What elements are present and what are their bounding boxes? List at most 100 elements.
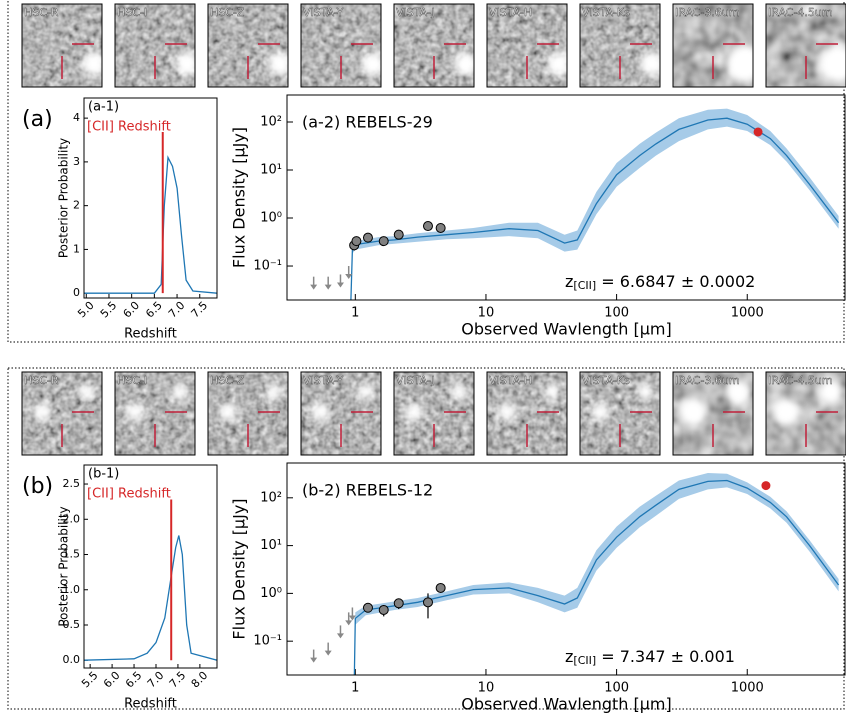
model-line (353, 479, 840, 675)
upper-limit-head (348, 615, 356, 621)
thumbnail-frame (486, 371, 568, 456)
thumbnail-label: VISTA-H (489, 6, 532, 19)
sources (725, 44, 753, 84)
y-tick-label: 2.5 (63, 477, 81, 490)
source (451, 384, 467, 400)
sources (175, 52, 195, 76)
thumbnail-label: VISTA-Y (303, 6, 344, 19)
photometry-point (393, 598, 404, 609)
x-tick-label: 100 (604, 681, 629, 696)
thumbnail-frame (21, 371, 103, 456)
redshift-subscript: [CII] (573, 654, 596, 667)
sources (498, 384, 560, 421)
photometry-point (435, 222, 446, 233)
thumbnail: IRAC-3.6um (672, 371, 754, 456)
y-tick-label: 3 (73, 155, 80, 168)
thumbnail-label: HSC-I (117, 374, 147, 387)
upper-limit (324, 276, 332, 290)
thumbnail-label: VISTA-Ks (582, 374, 630, 387)
x-tick-label: 7.0 (166, 299, 188, 321)
sed-title: (a-2) REBELS-29 (302, 113, 433, 132)
photometry-point (435, 582, 446, 593)
thumbnail-frame (486, 3, 568, 88)
thumbnail-frame (21, 3, 103, 88)
x-tick-label: 5.5 (98, 299, 120, 321)
sources (361, 52, 381, 76)
source (678, 397, 708, 427)
source (33, 403, 51, 421)
source (640, 52, 660, 76)
thumbnail: VISTA-Ks (579, 3, 661, 88)
sources (405, 384, 467, 421)
thumbnail: IRAC-4.5um (765, 371, 846, 456)
upper-limit-head (336, 282, 344, 288)
sources (82, 52, 102, 76)
x-tick-label: 6.5 (123, 669, 145, 691)
y-tick-label: 0.0 (63, 653, 81, 666)
sources (454, 52, 474, 76)
x-tick-label: 100 (604, 306, 629, 321)
redshift-value: = 6.6847 ± 0.0002 (596, 272, 755, 291)
y-tick-label: 10⁰ (260, 211, 282, 226)
y-tick-label: 10¹ (260, 163, 282, 178)
photometry-point (393, 229, 404, 240)
thumbnail-frame (393, 3, 475, 88)
sources (219, 384, 281, 421)
x-tick-label: 1 (351, 681, 359, 696)
y-tick-label: 2 (73, 199, 80, 212)
source (175, 52, 195, 76)
thumbnail-frame (672, 371, 754, 456)
thumbnail: VISTA-Y (300, 3, 382, 88)
thumbnail-frame (300, 3, 382, 88)
source (126, 403, 144, 421)
panel-label: (a) (22, 107, 53, 132)
thumbnail-label: HSC-I (117, 6, 147, 19)
posterior-curve (84, 155, 217, 294)
source (358, 384, 374, 400)
y-axis-label: Posterior Probability (57, 506, 71, 626)
source (361, 52, 381, 76)
x-tick-label: 1000 (731, 306, 764, 321)
photometry-point (378, 236, 389, 247)
thumbnail-frame (765, 371, 846, 456)
upper-limit-head (345, 620, 353, 626)
panel-label: (b) (22, 474, 53, 499)
upper-limit (324, 642, 332, 656)
upper-limit-head (310, 284, 318, 290)
model-line (350, 117, 840, 300)
x-tick-label: 5.5 (79, 669, 101, 691)
y-tick-label: 2.0 (63, 512, 81, 525)
thumbnail-label: IRAC-3.6um (675, 374, 740, 387)
panel-border (7, 367, 845, 710)
source (544, 384, 560, 400)
thumbnail-frame (765, 3, 846, 88)
thumbnail-label: VISTA-J (396, 6, 435, 19)
redshift-symbol: z (565, 272, 573, 291)
cii-annotation: [CII] Redshift (87, 487, 171, 502)
thumbnail-label: VISTA-Y (303, 374, 344, 387)
thumbnail: HSC-I (114, 3, 196, 88)
posterior-title: (b-1) (88, 467, 119, 482)
thumbnail: HSC-R (21, 371, 103, 456)
upper-limit-head (324, 650, 332, 656)
redshift-subscript: [CII] (573, 279, 596, 292)
source (725, 44, 753, 84)
upper-limit (345, 612, 353, 626)
photometry-point (422, 597, 433, 608)
x-tick-label: 5.0 (75, 299, 97, 321)
cii-annotation: [CII] Redshift (87, 120, 171, 135)
thumbnail-frame (114, 371, 196, 456)
thumbnail: VISTA-Ks (579, 371, 661, 456)
x-tick-label: 7.5 (189, 299, 211, 321)
axes-frame (83, 464, 218, 669)
axes-frame (83, 97, 218, 299)
source (818, 379, 844, 405)
sed-title: (b-2) REBELS-12 (302, 481, 433, 500)
thumbnail: VISTA-J (393, 371, 475, 456)
source (268, 52, 288, 76)
thumbnail-label: HSC-Z (210, 6, 245, 19)
thumbnail-frame (393, 371, 475, 456)
upper-limit-head (324, 284, 332, 290)
sources (771, 379, 844, 427)
